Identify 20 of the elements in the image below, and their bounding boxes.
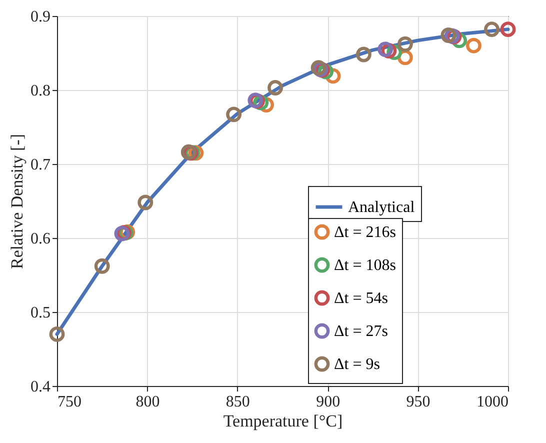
x-tick-label: 750 xyxy=(58,394,82,410)
y-tick-label: 0.6 xyxy=(30,230,50,248)
x-tick-label: 950 xyxy=(406,394,430,410)
y-axis-title: Relative Density [-] xyxy=(8,134,26,270)
legend-label: Δt = 9s xyxy=(334,356,380,373)
legend-label: Δt = 54s xyxy=(334,290,388,307)
legend-label: Δt = 216s xyxy=(334,224,396,241)
x-tick-label: 1000 xyxy=(476,394,508,410)
y-tick-label: 0.7 xyxy=(30,156,50,174)
legend-label: Δt = 27s xyxy=(334,323,388,340)
y-tick-label: 0.9 xyxy=(30,8,50,26)
legend-label: Δt = 108s xyxy=(334,257,396,274)
legend-label: Analytical xyxy=(348,199,416,216)
y-tick-label: 0.8 xyxy=(30,82,50,100)
y-tick-label: 0.5 xyxy=(30,304,50,322)
x-tick-label: 850 xyxy=(226,394,250,410)
x-axis-title: Temperature [°C] xyxy=(223,412,343,430)
x-tick-label: 800 xyxy=(136,394,160,410)
x-tick-label: 900 xyxy=(316,394,340,410)
y-tick-label: 0.4 xyxy=(30,378,50,396)
